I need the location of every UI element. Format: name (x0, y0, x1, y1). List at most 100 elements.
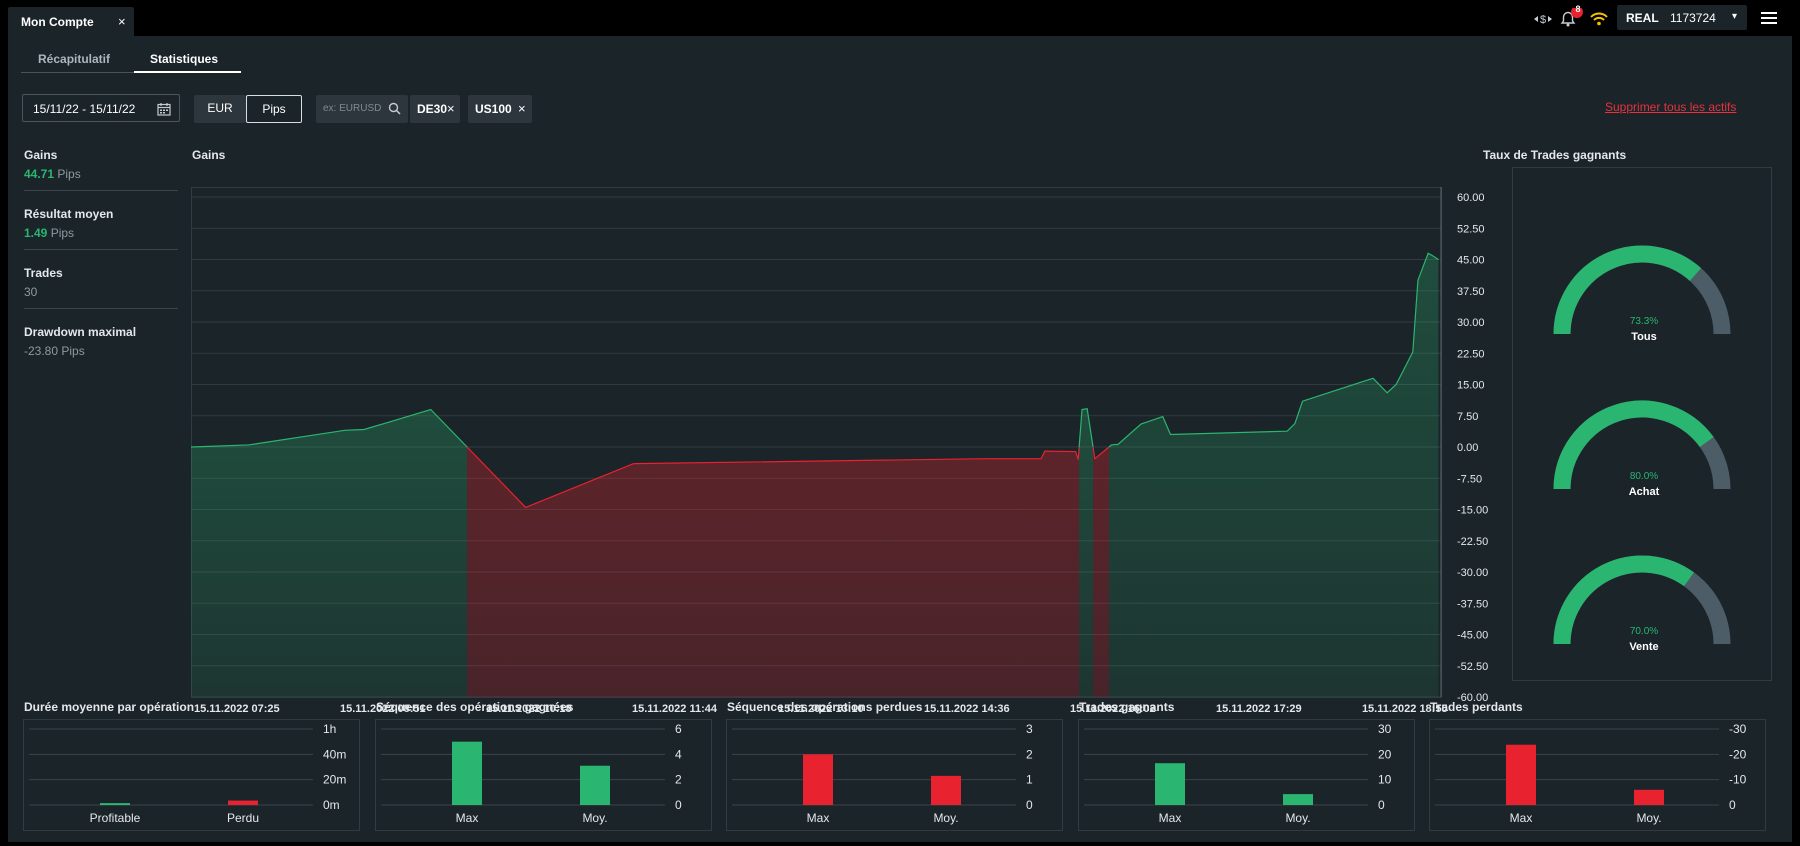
tab-statistiques[interactable]: Statistiques (150, 52, 219, 66)
stat-unit: Pips (50, 226, 75, 240)
mini-y-tick-label: -30 (1729, 722, 1747, 736)
mini-y-tick-label: 40m (323, 747, 346, 761)
y-tick-label: 22.50 (1457, 348, 1485, 360)
bar-perdu (228, 800, 258, 805)
bar-max (1506, 744, 1536, 805)
stat-max-drawdown: Drawdown maximal -23.80 Pips (24, 325, 178, 358)
win-rate-panel (1512, 167, 1772, 681)
stat-label: Drawdown maximal (24, 325, 137, 339)
stat-number: 30 (24, 285, 38, 299)
gauge-label-achat: 80.0% Achat (1594, 471, 1694, 498)
x-tick-label: 15.11.2022 17:29 (1216, 703, 1302, 715)
gauge-fill (1553, 555, 1695, 645)
mini-x-label: Moy. (1285, 811, 1310, 825)
gains-chart[interactable]: 60.00 52.50 45.00 37.50 30.00 22.50 15.00 7.50 0… (191, 167, 1501, 719)
stat-value: 30 (24, 285, 178, 299)
gauge-fill (1553, 400, 1714, 490)
hamburger-menu-icon[interactable] (1758, 7, 1780, 29)
asset-chip-label: US100 (475, 102, 512, 116)
stat-gains: Gains 44.71 Pips (24, 148, 178, 181)
y-tick-label: -15.00 (1457, 505, 1488, 517)
asset-chip-us100: US100 × (468, 95, 532, 123)
transfer-icon[interactable]: $ (1532, 8, 1554, 30)
x-tick-label: 15.11.2022 10:18 (486, 703, 572, 715)
asset-chip-de30: DE30 × (410, 95, 460, 123)
gauge-percent: 73.3% (1629, 316, 1659, 327)
x-tick-label: 15.11.2022 13:10 (778, 703, 864, 715)
y-tick-label: -60.00 (1457, 692, 1488, 704)
stat-unit: Pips (61, 344, 85, 358)
account-type: REAL (1626, 11, 1659, 25)
x-tick-label: 15.11.2022 08:51 (340, 703, 426, 715)
loss-streak-title: Séquence des opérations perdues (727, 700, 923, 714)
stat-trades: Trades 30 (24, 266, 178, 299)
x-tick-label: 15.11.2022 18:55 (1362, 703, 1448, 715)
winning-trades-chart: 0 10 20 30 Max Moy. (1078, 719, 1415, 831)
remove-all-assets-link[interactable]: Supprimer tous les actifs (1605, 100, 1737, 114)
mini-y-tick-label: 1 (1026, 773, 1033, 787)
window-tab-close-icon[interactable]: × (118, 14, 126, 29)
mini-chart-frame (726, 719, 1063, 831)
account-selector[interactable]: REAL 1173724 ▾ (1617, 5, 1747, 30)
mini-x-label: Max (1510, 811, 1533, 825)
y-tick-label: -52.50 (1457, 661, 1488, 673)
notifications-bell-icon[interactable]: 8 (1558, 4, 1583, 30)
y-tick-label: 7.50 (1457, 411, 1478, 423)
unit-toggle-eur[interactable]: EUR (194, 95, 246, 123)
y-tick-label: 60.00 (1457, 192, 1485, 204)
gauge-percent: 70.0% (1629, 626, 1659, 637)
y-tick-label: 15.00 (1457, 380, 1485, 392)
mini-y-tick-label: 2 (1026, 747, 1033, 761)
notification-count-badge: 8 (1575, 4, 1581, 14)
connection-signal-icon (1588, 8, 1610, 30)
x-tick-label: 15.11.2022 16:02 (1070, 703, 1156, 715)
tab-recapitulatif[interactable]: Récapitulatif (38, 52, 111, 66)
remove-de30-icon[interactable]: × (447, 101, 455, 116)
mini-y-tick-label: 20m (323, 773, 346, 787)
mini-y-tick-label: -10 (1729, 773, 1747, 787)
active-tab-indicator (134, 71, 241, 73)
mini-y-tick-label: 10 (1378, 773, 1392, 787)
gauge-name: Achat (1628, 486, 1660, 498)
gain-area (1108, 253, 1439, 697)
x-tick-label: 15.11.2022 14:36 (924, 703, 1010, 715)
bar-moy (1634, 789, 1664, 805)
date-range-picker[interactable]: 15/11/22 - 15/11/22 (22, 94, 180, 122)
gain-line (1108, 252, 1439, 448)
top-bar: Mon Compte × $ 8 REAL 1173724 ▾ (0, 0, 1800, 36)
gain-line (191, 408, 468, 448)
date-range-value: 15/11/22 - 15/11/22 (33, 102, 136, 116)
loss-line (466, 446, 1080, 509)
mini-x-label: Profitable (90, 811, 141, 825)
mini-x-label: Max (1159, 811, 1182, 825)
asset-search-input[interactable]: ex: EURUSD (316, 95, 408, 123)
mini-x-label: Moy. (582, 811, 607, 825)
mini-y-tick-label: -20 (1729, 747, 1747, 761)
stat-label: Trades (24, 266, 63, 280)
stat-divider (24, 249, 178, 250)
stat-value: 1.49 Pips (24, 226, 178, 240)
mini-y-tick-label: 0 (1729, 798, 1736, 812)
unit-toggle-pips[interactable]: Pips (246, 95, 302, 123)
mini-y-tick-label: 2 (675, 773, 682, 787)
remove-us100-icon[interactable]: × (518, 101, 526, 116)
y-tick-label: 0.00 (1457, 442, 1478, 454)
x-tick-label: 15.11.2022 07:25 (194, 703, 280, 715)
search-placeholder: ex: EURUSD (323, 103, 382, 114)
window-tab-mon-compte[interactable]: Mon Compte × (8, 7, 134, 36)
stat-average-result: Résultat moyen 1.49 Pips (24, 207, 178, 240)
search-icon (388, 102, 401, 115)
mini-y-tick-label: 1h (323, 722, 336, 736)
gauge-name: Vente (1629, 641, 1659, 653)
gain-line (1078, 407, 1094, 448)
account-dropdown-icon: ▾ (1732, 11, 1738, 22)
mini-x-label: Moy. (1636, 811, 1661, 825)
bar-moy (931, 775, 961, 805)
mini-y-tick-label: 3 (1026, 722, 1033, 736)
statistics-panel: Récapitulatif Statistiques 15/11/22 - 15… (8, 36, 1792, 842)
stat-label: Gains (24, 148, 58, 162)
gauge-percent: 80.0% (1629, 471, 1659, 482)
bar-max (803, 754, 833, 805)
gauge-label-tous: 73.3% Tous (1594, 316, 1694, 343)
y-tick-label: 45.00 (1457, 255, 1485, 267)
